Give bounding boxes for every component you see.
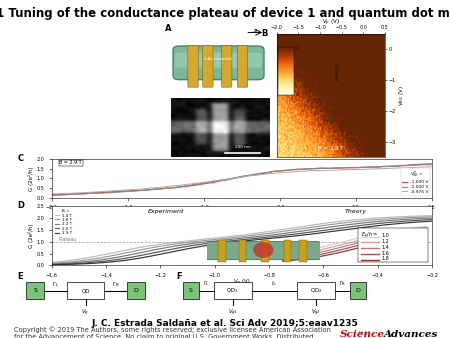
Text: QD: QD xyxy=(81,288,90,293)
Bar xyxy=(261,240,269,262)
Text: InAs nanowire: InAs nanowire xyxy=(204,57,233,62)
X-axis label: $V_p$ (V): $V_p$ (V) xyxy=(322,18,340,28)
Text: QD$_2$: QD$_2$ xyxy=(310,286,323,295)
FancyBboxPatch shape xyxy=(237,45,248,87)
Bar xyxy=(183,282,199,299)
Text: 1.2: 1.2 xyxy=(382,239,389,244)
Text: $\Gamma_R$: $\Gamma_R$ xyxy=(339,279,347,288)
FancyBboxPatch shape xyxy=(202,45,213,87)
Text: $\Gamma_L$: $\Gamma_L$ xyxy=(203,279,210,288)
Text: Experiment: Experiment xyxy=(148,209,184,214)
Text: $V_{g1}$: $V_{g1}$ xyxy=(228,308,238,318)
Bar xyxy=(284,240,292,262)
Text: B = 2.9 T: B = 2.9 T xyxy=(318,146,343,151)
Y-axis label: $V_{BG}$ (V): $V_{BG}$ (V) xyxy=(397,85,406,106)
FancyBboxPatch shape xyxy=(188,45,198,87)
Text: D: D xyxy=(134,288,138,293)
X-axis label: Vₙ (V): Vₙ (V) xyxy=(234,212,250,217)
Text: 200 nm: 200 nm xyxy=(235,145,251,149)
Text: A: A xyxy=(165,24,171,33)
Text: 1.0: 1.0 xyxy=(382,234,389,238)
Text: D: D xyxy=(356,288,360,293)
Bar xyxy=(350,282,366,299)
Bar xyxy=(26,282,44,299)
Text: B = 2.9 T: B = 2.9 T xyxy=(59,161,82,165)
FancyBboxPatch shape xyxy=(221,45,232,87)
Ellipse shape xyxy=(253,242,274,258)
Text: $\Gamma_L$: $\Gamma_L$ xyxy=(52,280,59,289)
Text: $t_c$: $t_c$ xyxy=(271,279,278,288)
Text: $\Gamma_R$: $\Gamma_R$ xyxy=(112,280,119,289)
Text: B: B xyxy=(261,29,268,38)
Text: Plateau: Plateau xyxy=(58,237,77,242)
Text: Science: Science xyxy=(340,330,385,338)
Text: z: z xyxy=(253,28,257,33)
Text: 1.6: 1.6 xyxy=(382,251,389,256)
FancyBboxPatch shape xyxy=(175,53,262,68)
Text: E: E xyxy=(18,272,23,281)
Text: S: S xyxy=(33,288,37,293)
Text: 1.4: 1.4 xyxy=(382,245,389,250)
Text: AAAS: AAAS xyxy=(358,331,371,336)
Bar xyxy=(214,282,252,299)
Text: $V_{g2}$: $V_{g2}$ xyxy=(311,308,321,318)
Legend: $V_{SD}^T$ =, -1.000 V, -1.000 V, -0.975 V: $V_{SD}^T$ =, -1.000 V, -1.000 V, -0.975… xyxy=(400,168,430,195)
Text: QD$_1$: QD$_1$ xyxy=(226,286,239,295)
X-axis label: Vₙ (V): Vₙ (V) xyxy=(234,280,250,284)
Y-axis label: G (2e²/h): G (2e²/h) xyxy=(27,223,34,248)
Text: S: S xyxy=(189,288,193,293)
Text: Fig. 1 Tuning of the conductance plateau of device 1 and quantum dot model.: Fig. 1 Tuning of the conductance plateau… xyxy=(0,7,450,20)
Bar xyxy=(297,282,335,299)
FancyBboxPatch shape xyxy=(206,242,320,260)
Text: $E_p/h$ =: $E_p/h$ = xyxy=(361,231,378,241)
Bar xyxy=(127,282,145,299)
Text: Advances: Advances xyxy=(384,330,438,338)
Text: $V_g$: $V_g$ xyxy=(81,308,90,318)
Text: Copyright © 2019 The Authors, some rights reserved; exclusive licensee American : Copyright © 2019 The Authors, some right… xyxy=(14,326,330,338)
Bar xyxy=(67,282,104,299)
Text: D: D xyxy=(18,201,25,211)
Text: G (2e²/h): G (2e²/h) xyxy=(333,62,337,80)
Y-axis label: G (2e²/h): G (2e²/h) xyxy=(27,166,34,191)
Text: Theory: Theory xyxy=(345,209,367,214)
Legend: B =, 1.4 T, 1.8 T, 2.2 T, 2.6 T, 2.9 T: B =, 1.4 T, 1.8 T, 2.2 T, 2.6 T, 2.9 T xyxy=(54,208,73,236)
Bar xyxy=(238,240,247,262)
Text: J. C. Estrada Saldaña et al. Sci Adv 2019;5:eaav1235: J. C. Estrada Saldaña et al. Sci Adv 201… xyxy=(92,319,358,329)
Bar xyxy=(218,240,226,262)
Text: F: F xyxy=(176,272,182,281)
Bar xyxy=(299,240,307,262)
Text: 1.8: 1.8 xyxy=(382,257,389,261)
FancyBboxPatch shape xyxy=(173,46,264,80)
Text: C: C xyxy=(18,154,24,163)
